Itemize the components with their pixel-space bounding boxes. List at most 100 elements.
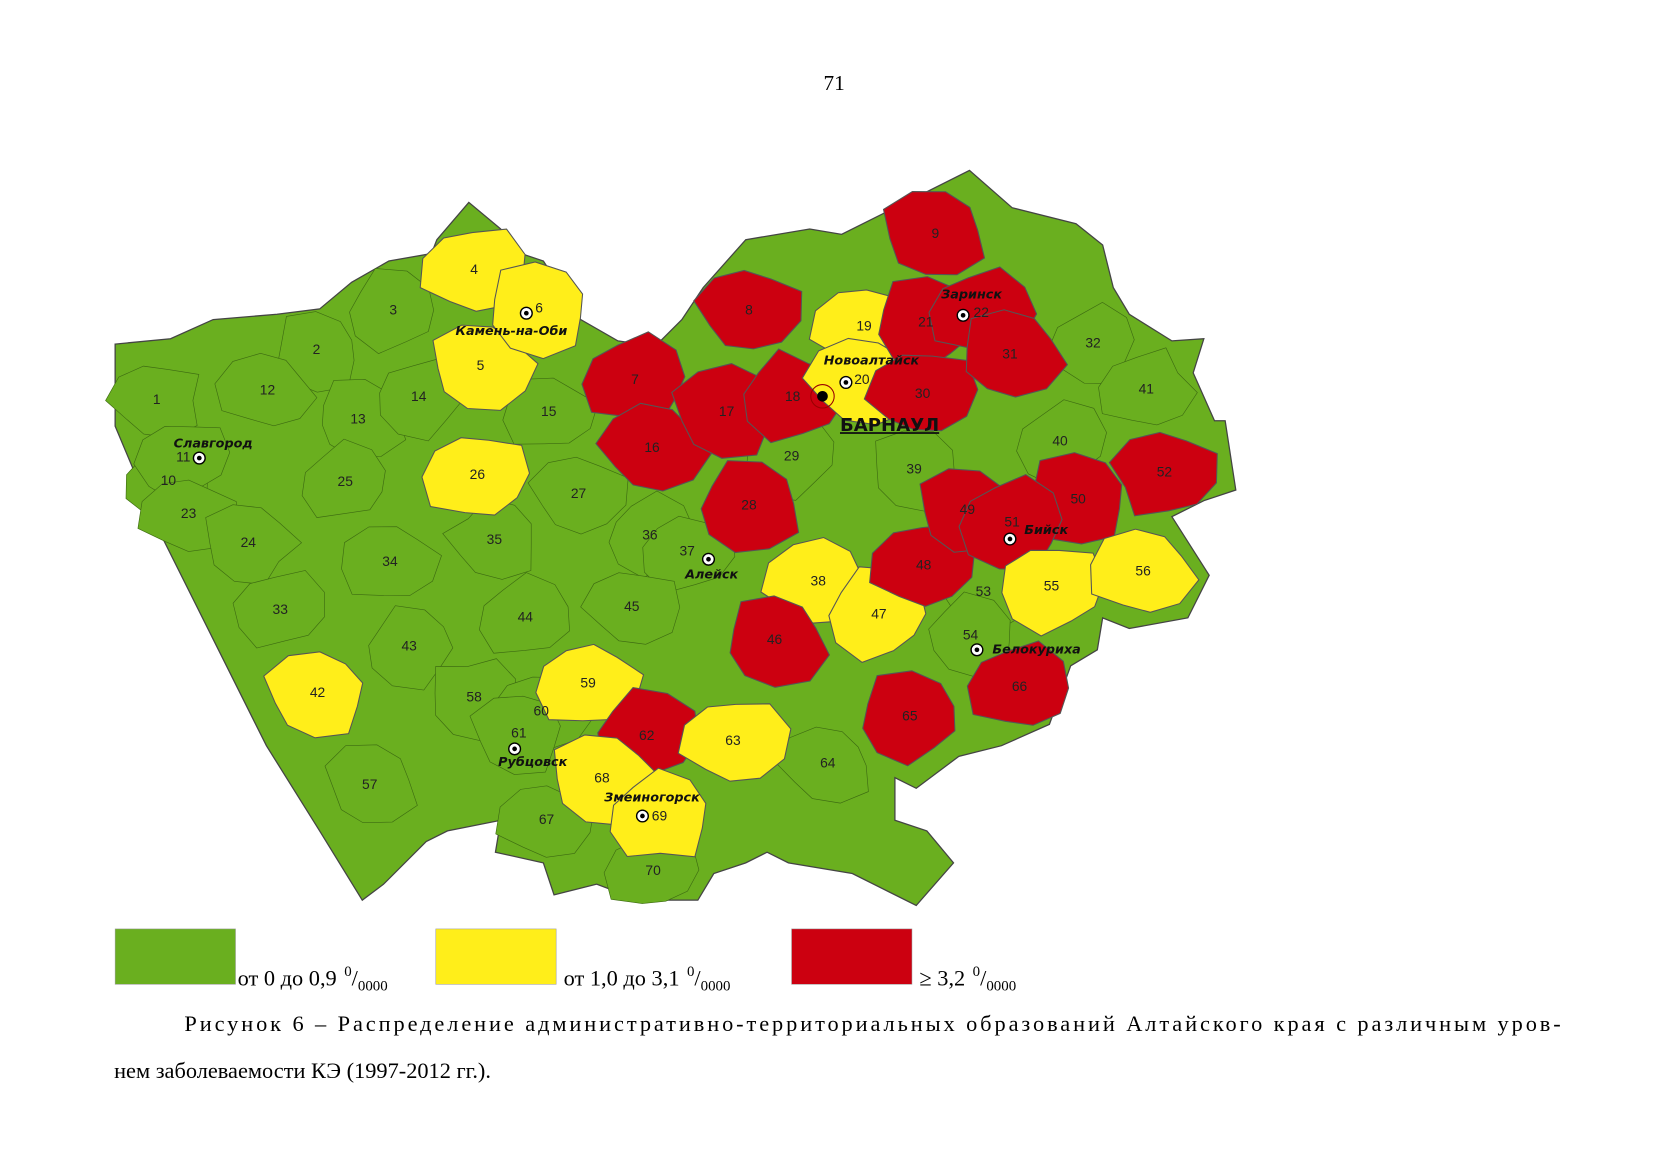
region-number: 32 xyxy=(1085,335,1100,351)
city-dot xyxy=(974,647,980,653)
legend-label-part: 0 xyxy=(344,964,351,980)
region-number: 15 xyxy=(541,403,557,419)
city-name: Славгород xyxy=(174,437,253,452)
city-name: Рубцовск xyxy=(498,755,567,770)
region-number: 21 xyxy=(918,313,934,329)
region-number: 63 xyxy=(725,732,741,748)
caption-line: нем заболеваемости КЭ (1997-2012 гг.). xyxy=(114,1058,491,1083)
capital-dot xyxy=(817,390,828,402)
region-number: 48 xyxy=(916,556,932,572)
region xyxy=(729,595,831,688)
region-number: 51 xyxy=(1004,514,1020,530)
region-number: 35 xyxy=(487,531,503,547)
region xyxy=(1001,549,1105,637)
region-number: 29 xyxy=(784,448,800,464)
region-number: 55 xyxy=(1044,578,1060,594)
region xyxy=(527,456,629,535)
legend-swatch xyxy=(435,928,557,985)
region-number: 2 xyxy=(313,341,321,357)
region-number: 22 xyxy=(974,304,989,320)
region xyxy=(277,311,355,393)
region-number: 24 xyxy=(241,534,257,550)
region-number: 52 xyxy=(1157,464,1172,480)
region-number: 30 xyxy=(915,385,931,401)
region-number: 61 xyxy=(511,725,527,741)
city-dot xyxy=(196,455,202,461)
region-number: 25 xyxy=(338,473,354,489)
region-number: 68 xyxy=(594,769,610,785)
region-number: 41 xyxy=(1139,381,1155,397)
region-number: 67 xyxy=(539,811,554,827)
legend-label-part: 0000 xyxy=(986,979,1016,995)
region xyxy=(1098,347,1198,426)
region-number: 60 xyxy=(534,702,550,718)
region xyxy=(928,591,1011,678)
region xyxy=(469,695,561,775)
region-number: 11 xyxy=(176,449,191,465)
region-number: 69 xyxy=(652,808,668,824)
region-number: 70 xyxy=(645,862,661,878)
legend-label-part: / xyxy=(352,965,359,990)
region-number: 49 xyxy=(960,501,976,517)
region-number: 19 xyxy=(856,318,872,334)
legend-label-part: / xyxy=(694,965,701,990)
region-number: 9 xyxy=(932,225,940,241)
region xyxy=(882,191,986,276)
region-number: 59 xyxy=(580,675,596,691)
city-name: Новоалтайск xyxy=(824,354,920,369)
region xyxy=(205,504,303,585)
region-number: 50 xyxy=(1070,490,1086,506)
legend-label-part: 0 xyxy=(973,964,980,980)
legend-label: ≥ 3,2 0/0000 xyxy=(919,964,1016,995)
region-number: 20 xyxy=(854,371,870,387)
city-dot xyxy=(706,556,711,562)
region xyxy=(1048,301,1135,384)
region xyxy=(965,309,1069,398)
legend-label: от 0 до 0,9 0/0000 xyxy=(238,964,388,995)
legend-swatch xyxy=(791,928,913,985)
region-number: 33 xyxy=(273,601,289,617)
region-number: 18 xyxy=(785,388,801,404)
region xyxy=(609,767,707,858)
page-number: 71 xyxy=(824,71,845,95)
map: 1234567891011121314151617181920212223242… xyxy=(105,169,1237,907)
legend-label-part: от 1,0 до 3,1 xyxy=(564,965,680,990)
region xyxy=(368,605,454,691)
legend-label-part: / xyxy=(980,965,987,990)
legend-label-part: ≥ 3,2 xyxy=(919,965,965,990)
region xyxy=(301,438,386,518)
legend-label-part: 0000 xyxy=(358,979,388,995)
region-number: 42 xyxy=(310,684,325,700)
region xyxy=(479,572,570,654)
city-dot xyxy=(512,746,517,752)
region-number: 54 xyxy=(963,627,979,643)
region-number: 56 xyxy=(1135,563,1151,579)
city-dot xyxy=(960,312,966,318)
city-name: Змеиногорск xyxy=(604,790,700,805)
city-name: Белокуриха xyxy=(992,642,1080,657)
region-number: 26 xyxy=(470,466,486,482)
region xyxy=(1108,431,1218,517)
capital-name: БАРНАУЛ xyxy=(840,415,939,436)
region xyxy=(421,437,531,516)
legend-label-part: 0000 xyxy=(701,979,731,995)
region xyxy=(700,460,800,554)
region xyxy=(214,353,318,427)
region-number: 31 xyxy=(1002,345,1018,361)
region xyxy=(966,640,1070,726)
region xyxy=(580,572,681,645)
region xyxy=(693,269,803,350)
region-number: 58 xyxy=(466,688,482,704)
region-number: 5 xyxy=(477,357,485,373)
region-number: 23 xyxy=(181,505,197,521)
caption-line: Рисунок 6 – Распределение административн… xyxy=(184,1011,1560,1036)
region xyxy=(349,268,434,355)
region-number: 6 xyxy=(535,300,543,316)
region xyxy=(492,261,584,360)
capital-ring xyxy=(810,384,835,409)
region-number: 62 xyxy=(639,727,654,743)
city-dot xyxy=(1007,536,1013,542)
region-number: 44 xyxy=(518,609,534,625)
